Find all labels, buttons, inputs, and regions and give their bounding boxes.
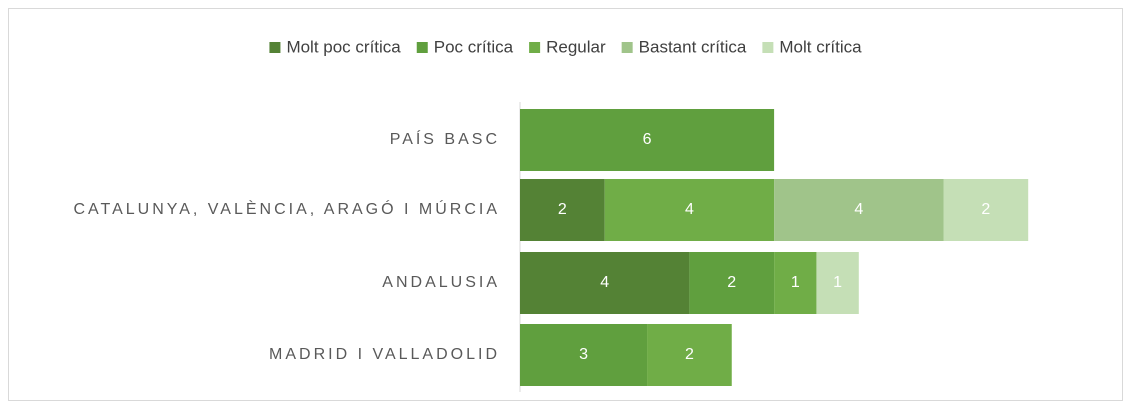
bar-segment: [774, 179, 944, 241]
data-label: 4: [600, 274, 609, 291]
data-label: 4: [854, 201, 863, 218]
data-label: 6: [643, 131, 652, 148]
data-label: 1: [833, 274, 842, 291]
data-label: 2: [685, 346, 694, 363]
bar-segment: [774, 252, 817, 314]
bar-segment: [816, 252, 859, 314]
data-label: 2: [558, 201, 567, 218]
bar-segment: [520, 252, 690, 314]
legend-swatch: [762, 42, 774, 53]
legend-swatch: [416, 42, 428, 53]
legend-label: Molt crítica: [779, 37, 862, 56]
data-label: 4: [685, 201, 694, 218]
y-tick-label: CATALUNYA, VALÈNCIA, ARAGÓ I MÚRCIA: [73, 199, 500, 218]
bar-segment: [520, 324, 648, 386]
bar-segment: [520, 179, 605, 241]
bar-segment: [604, 179, 775, 241]
bar-segment: [689, 252, 775, 314]
legend-label: Molt poc crítica: [286, 37, 401, 56]
y-tick-label: MADRID I VALLADOLID: [269, 346, 500, 363]
legend-label: Bastant crítica: [639, 37, 747, 56]
data-label: 1: [791, 274, 800, 291]
data-label: 3: [579, 346, 588, 363]
legend-swatch: [529, 42, 541, 53]
y-tick-label: PAÍS BASC: [390, 129, 500, 148]
legend-swatch: [269, 42, 281, 53]
data-label: 2: [981, 201, 990, 218]
bar-segment: [943, 179, 1029, 241]
bar-segment: [520, 109, 775, 171]
y-tick-label: ANDALUSIA: [382, 274, 500, 291]
legend-label: Regular: [546, 37, 606, 56]
data-label: 2: [727, 274, 736, 291]
legend-swatch: [621, 42, 633, 53]
legend-label: Poc crítica: [434, 37, 514, 56]
bar-segment: [647, 324, 732, 386]
